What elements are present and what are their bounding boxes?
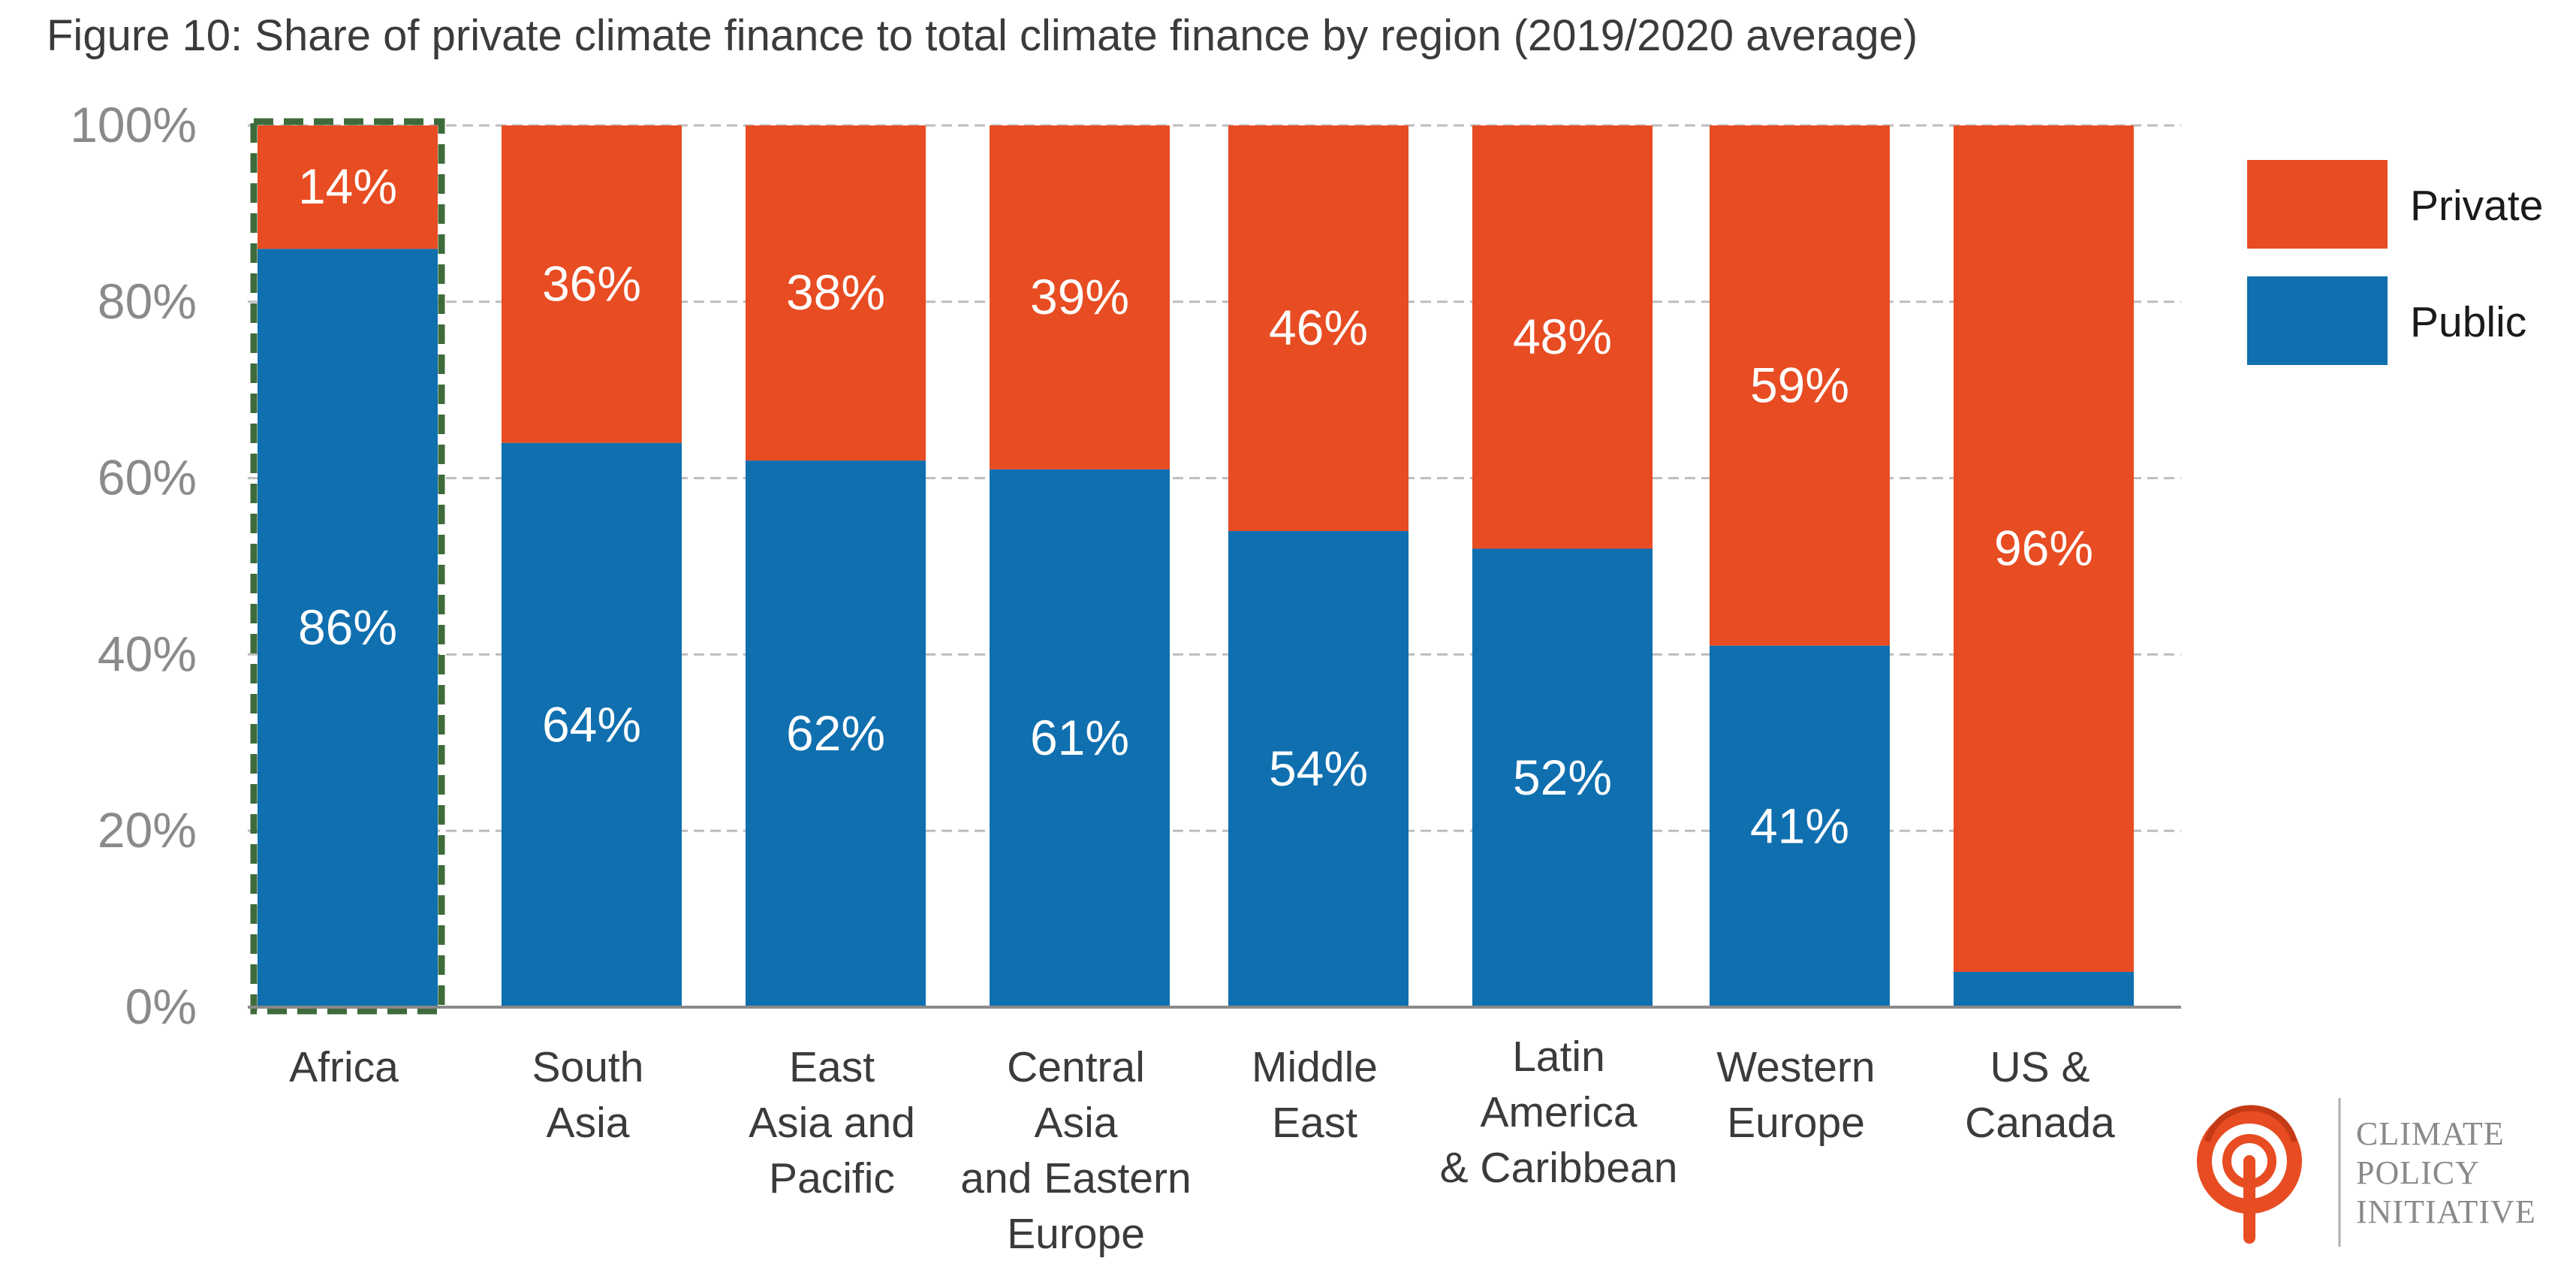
- data-label: 86%: [298, 599, 397, 655]
- x-axis: Africa South Asia East Asia and Pacific Centra…: [248, 1006, 2181, 1258]
- x-tick-label: East: [789, 1043, 875, 1091]
- bar-segment-public: [746, 460, 926, 1007]
- highlight-dashed-box: [250, 118, 445, 1015]
- data-label: 36%: [542, 255, 641, 311]
- data-label: 14%: [298, 158, 397, 214]
- chart-title: Figure 10: Share of private climate fina…: [47, 11, 1918, 60]
- x-tick-label: and Eastern: [960, 1154, 1191, 1202]
- cpi-logo-mark: [2197, 1105, 2302, 1244]
- x-tick-label: Asia and: [749, 1099, 915, 1147]
- bar-segment-private: [258, 125, 438, 249]
- data-label: 96%: [1994, 520, 2093, 576]
- data-label: 54%: [1269, 741, 1368, 796]
- data-labels: 86% 14% 64% 36% 62% 38% 61% 39% 54% 46% 52% 48% 41% 5…: [298, 158, 2093, 853]
- bar-segment-public: [502, 442, 682, 1007]
- bar-segment-private: [1710, 125, 1890, 646]
- bar-segment-private: [990, 125, 1170, 469]
- x-tick-label: East: [1272, 1099, 1357, 1147]
- data-label: 38%: [786, 264, 885, 320]
- y-tick-label: 0%: [125, 979, 197, 1034]
- x-tick-label: Europe: [1007, 1210, 1145, 1258]
- legend-label-public: Public: [2410, 298, 2526, 346]
- bar-segment-public: [1228, 531, 1409, 1007]
- data-label: 61%: [1030, 710, 1129, 765]
- y-tick-label: 60%: [98, 450, 197, 505]
- data-label: 48%: [1513, 309, 1612, 364]
- x-tick-label: Canada: [1965, 1099, 2115, 1147]
- logo-text-line: CLIMATE: [2356, 1115, 2505, 1152]
- x-tick-label: Western: [1716, 1043, 1875, 1091]
- bars: [258, 125, 2134, 1007]
- data-label: 46%: [1269, 300, 1368, 355]
- bar-segment-public: [1710, 645, 1890, 1007]
- bar-segment-private: [746, 125, 926, 461]
- data-label: 52%: [1513, 750, 1612, 805]
- x-tick-label: Middle: [1252, 1043, 1378, 1091]
- legend: Private Public: [2247, 160, 2543, 365]
- bar-segment-public: [1472, 548, 1653, 1007]
- bar-segment-private: [502, 125, 682, 443]
- x-tick-label: Asia: [547, 1099, 630, 1147]
- x-tick-label: Africa: [289, 1043, 399, 1091]
- bar-segment-private: [1228, 125, 1409, 532]
- bar-segment-public: [258, 249, 438, 1007]
- logo-text-line: POLICY: [2356, 1154, 2480, 1191]
- highlight-box: [250, 118, 445, 1015]
- x-tick-label: US &: [1990, 1043, 2089, 1091]
- y-tick-label: 100%: [70, 97, 197, 152]
- legend-swatch-private: [2247, 160, 2388, 249]
- logo-text-line: INITIATIVE: [2356, 1193, 2536, 1230]
- bar-segment-private: [1954, 125, 2134, 973]
- y-tick-label: 80%: [98, 273, 197, 329]
- y-tick-label: 40%: [98, 626, 197, 681]
- x-tick-label: America: [1480, 1088, 1637, 1136]
- x-tick-label: & Caribbean: [1440, 1144, 1678, 1192]
- x-tick-label: Europe: [1727, 1099, 1865, 1147]
- data-label: 64%: [542, 696, 641, 752]
- y-tick-label: 20%: [98, 802, 197, 858]
- x-tick-label: South: [532, 1043, 644, 1091]
- data-label: 41%: [1750, 798, 1849, 853]
- bar-segment-public: [990, 469, 1170, 1007]
- bar-segment-private: [1472, 125, 1653, 549]
- x-tick-label: Asia: [1035, 1099, 1118, 1147]
- x-tick-label: Central: [1007, 1043, 1145, 1091]
- data-label: 62%: [786, 705, 885, 761]
- cpi-logo: CLIMATE POLICY INITIATIVE: [2197, 1098, 2536, 1247]
- legend-swatch-public: [2247, 276, 2388, 365]
- data-label: 39%: [1030, 269, 1129, 324]
- y-axis: 0% 20% 40% 60% 80% 100%: [70, 97, 197, 1034]
- bar-segment-public: [1954, 972, 2134, 1007]
- x-tick-label: Pacific: [769, 1154, 895, 1202]
- legend-label-private: Private: [2410, 182, 2543, 230]
- data-label: 59%: [1750, 357, 1849, 412]
- x-tick-label: Latin: [1512, 1033, 1605, 1081]
